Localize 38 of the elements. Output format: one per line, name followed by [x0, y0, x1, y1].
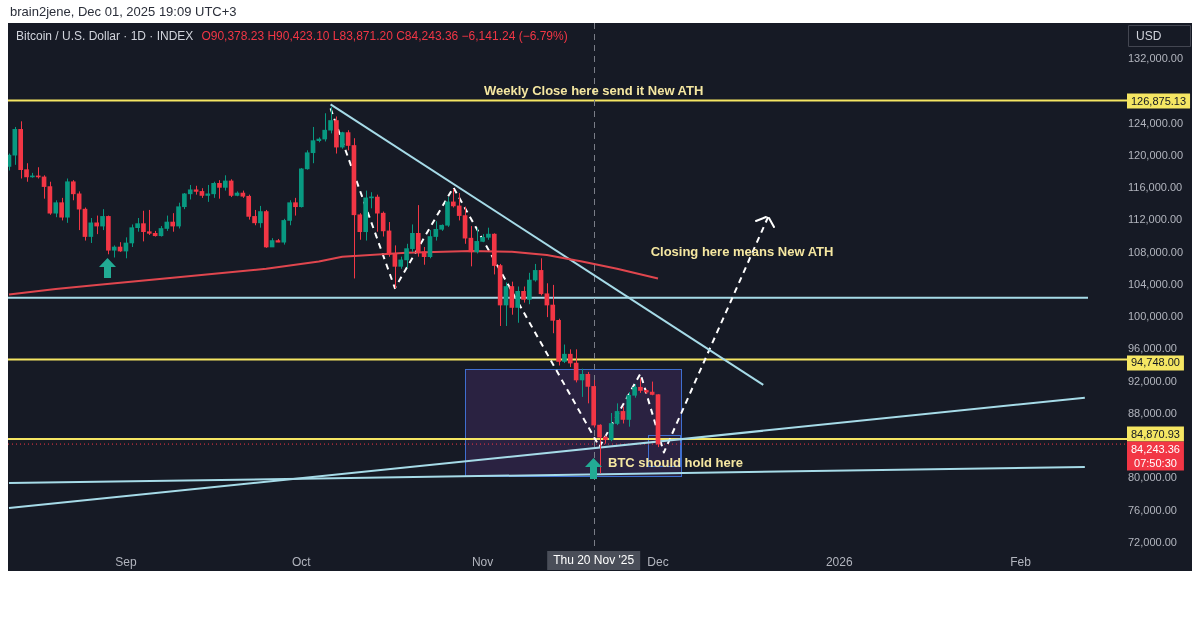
- y-tick-label: 92,000.00: [1128, 374, 1177, 387]
- ref-line-label: Thu 20 Nov '25: [553, 553, 635, 568]
- candlestick: [53, 199, 59, 218]
- candlestick: [293, 197, 298, 217]
- y-tick-label: 112,000.00: [1128, 213, 1183, 226]
- x-tick-label: Oct: [291, 554, 312, 569]
- x-tick-label: 2026: [825, 554, 853, 569]
- annotation: Closing here means New ATH: [650, 243, 834, 259]
- y-tick-label: 132,000.00: [1128, 52, 1184, 65]
- x-tick-label: Sep: [115, 554, 137, 569]
- candlestick: [187, 184, 193, 200]
- candlestick: [59, 197, 64, 221]
- y-tick-label: 124,000.00: [1128, 116, 1184, 129]
- y-tick-label: 104,000.00: [1128, 277, 1184, 290]
- y-axis-title: USD: [1136, 28, 1162, 43]
- y-tick-label: 72,000.00: [1128, 535, 1177, 548]
- y-tick-label: 108,000.00: [1128, 245, 1184, 258]
- y-tick-label: 100,000.00: [1128, 310, 1184, 323]
- y-tick-label: 76,000.00: [1128, 503, 1177, 516]
- x-tick-label: Dec: [647, 554, 669, 569]
- x-tick-label: Feb: [1010, 554, 1032, 569]
- y-tick-label: 96,000.00: [1128, 342, 1177, 355]
- text: 07:50:30: [1134, 456, 1177, 469]
- text: O90,378.23 H90,423.10 L83,871.20 C84,243.36 −6,141.24 (−6.79%): [201, 29, 568, 44]
- text: brain2jene, Dec 01, 2025 19:09 UTC+3: [10, 4, 237, 20]
- ref-line-label: 126,875.13: [1131, 94, 1187, 107]
- candlestick: [275, 238, 281, 243]
- y-tick-label: 116,000.00: [1128, 181, 1183, 194]
- ref-line-label: 94,748.00: [1131, 356, 1180, 369]
- text: Bitcoin / U.S. Dollar · 1D · INDEX: [16, 29, 194, 44]
- y-tick-label: 80,000.00: [1128, 471, 1177, 484]
- y-tick-label: 120,000.00: [1128, 148, 1184, 161]
- annotation: Weekly Close here send it New ATH: [483, 83, 704, 99]
- ref-line-label: 84,243.36: [1131, 442, 1180, 455]
- candlestick: [217, 179, 222, 200]
- ref-line-label: 84,870.93: [1131, 427, 1180, 440]
- x-tick-label: Nov: [471, 554, 494, 569]
- y-tick-label: 88,000.00: [1128, 406, 1177, 419]
